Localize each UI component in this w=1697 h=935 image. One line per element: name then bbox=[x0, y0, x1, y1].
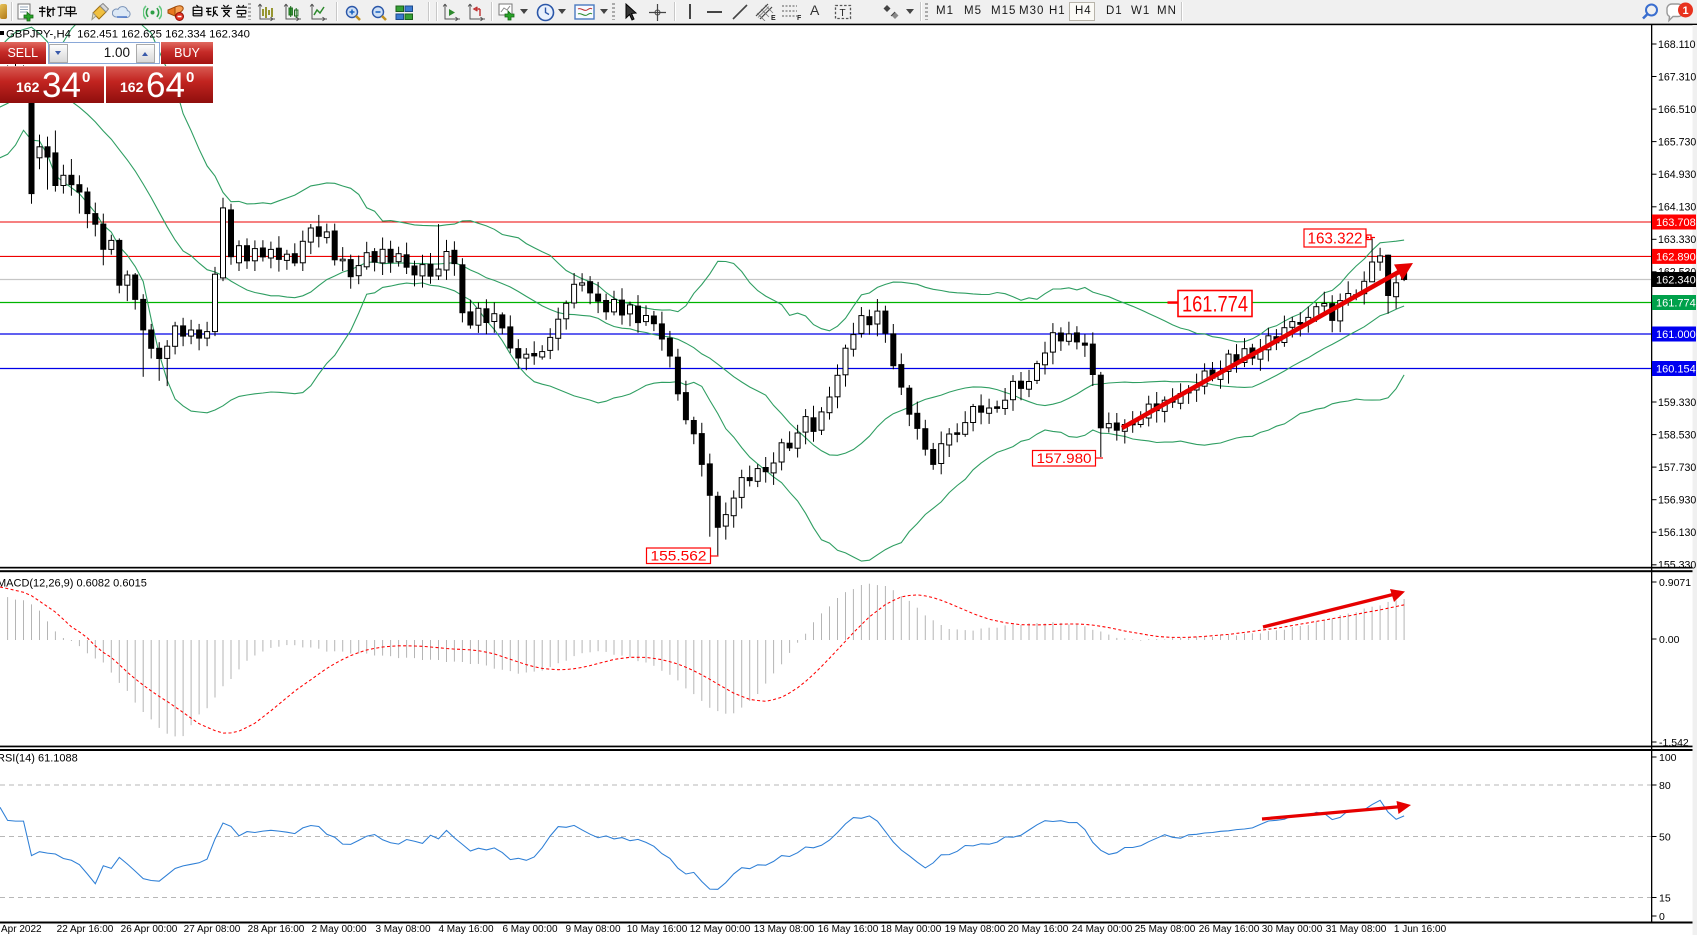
svg-text:167.310: 167.310 bbox=[1658, 71, 1696, 83]
svg-text:162.890: 162.890 bbox=[1656, 251, 1696, 263]
svg-text:13 May 08:00: 13 May 08:00 bbox=[754, 924, 815, 935]
svg-text:163.330: 163.330 bbox=[1658, 234, 1696, 246]
svg-text:0.00: 0.00 bbox=[1659, 634, 1680, 646]
svg-text:16 May 16:00: 16 May 16:00 bbox=[818, 924, 879, 935]
svg-text:25 May 08:00: 25 May 08:00 bbox=[1135, 924, 1196, 935]
svg-text:100: 100 bbox=[1659, 752, 1677, 764]
svg-text:2 May 00:00: 2 May 00:00 bbox=[311, 924, 366, 935]
svg-text:19 May 08:00: 19 May 08:00 bbox=[945, 924, 1006, 935]
svg-text:27 Apr 08:00: 27 Apr 08:00 bbox=[184, 924, 241, 935]
svg-text:166.510: 166.510 bbox=[1658, 104, 1696, 116]
svg-text:12 May 00:00: 12 May 00:00 bbox=[690, 924, 751, 935]
svg-text:162.340: 162.340 bbox=[1656, 275, 1696, 287]
svg-text:157.730: 157.730 bbox=[1658, 462, 1696, 474]
svg-text:161.774: 161.774 bbox=[1182, 291, 1248, 316]
svg-text:160.154: 160.154 bbox=[1656, 364, 1696, 376]
svg-text:168.110: 168.110 bbox=[1658, 39, 1696, 51]
svg-text:155.330: 155.330 bbox=[1658, 560, 1696, 572]
svg-text:31 May 08:00: 31 May 08:00 bbox=[1326, 924, 1387, 935]
svg-text:6 May 00:00: 6 May 00:00 bbox=[502, 924, 557, 935]
svg-text:161.000: 161.000 bbox=[1656, 329, 1696, 341]
svg-text:-1.542: -1.542 bbox=[1659, 737, 1689, 749]
svg-text:E: E bbox=[771, 15, 776, 21]
svg-text:163.708: 163.708 bbox=[1656, 217, 1696, 229]
svg-text:164.130: 164.130 bbox=[1658, 202, 1696, 214]
svg-text:Apr 2022: Apr 2022 bbox=[1, 924, 42, 935]
svg-text:24 May 00:00: 24 May 00:00 bbox=[1072, 924, 1133, 935]
svg-text:0.9071: 0.9071 bbox=[1659, 577, 1691, 589]
svg-text:3 May 08:00: 3 May 08:00 bbox=[375, 924, 430, 935]
svg-text:165.730: 165.730 bbox=[1658, 136, 1696, 148]
svg-text:18 May 00:00: 18 May 00:00 bbox=[881, 924, 942, 935]
svg-text:80: 80 bbox=[1659, 780, 1671, 792]
svg-text:0: 0 bbox=[1659, 911, 1665, 923]
svg-text:F: F bbox=[797, 15, 802, 21]
svg-text:20 May 16:00: 20 May 16:00 bbox=[1008, 924, 1069, 935]
svg-text:T: T bbox=[840, 8, 846, 19]
svg-text:159.330: 159.330 bbox=[1658, 397, 1696, 409]
svg-text:158.530: 158.530 bbox=[1658, 429, 1696, 441]
svg-text:30 May 00:00: 30 May 00:00 bbox=[1262, 924, 1323, 935]
svg-text:156.930: 156.930 bbox=[1658, 495, 1696, 507]
svg-text:50: 50 bbox=[1659, 831, 1671, 843]
svg-text:RSI(14) 61.1088: RSI(14) 61.1088 bbox=[0, 753, 78, 765]
svg-text:161.774: 161.774 bbox=[1656, 298, 1696, 310]
svg-text:1 Jun 16:00: 1 Jun 16:00 bbox=[1394, 924, 1447, 935]
svg-text:10 May 16:00: 10 May 16:00 bbox=[627, 924, 688, 935]
svg-text:26 May 16:00: 26 May 16:00 bbox=[1199, 924, 1260, 935]
svg-text:164.930: 164.930 bbox=[1658, 169, 1696, 181]
svg-text:MACD(12,26,9) 0.6082 0.6015: MACD(12,26,9) 0.6082 0.6015 bbox=[0, 578, 147, 590]
svg-text:1: 1 bbox=[1682, 5, 1688, 17]
svg-text:163.322: 163.322 bbox=[1308, 231, 1363, 248]
svg-text:157.980: 157.980 bbox=[1037, 450, 1092, 466]
svg-text:156.130: 156.130 bbox=[1658, 527, 1696, 539]
svg-text:4 May 16:00: 4 May 16:00 bbox=[438, 924, 493, 935]
svg-text:155.562: 155.562 bbox=[651, 548, 707, 564]
svg-text:26 Apr 00:00: 26 Apr 00:00 bbox=[121, 924, 178, 935]
svg-text:GBPJPY-,H4 162.451 162.625 16: GBPJPY-,H4 162.451 162.625 162.334 162.3… bbox=[6, 29, 250, 41]
svg-text:28 Apr 16:00: 28 Apr 16:00 bbox=[248, 924, 305, 935]
svg-text:15: 15 bbox=[1659, 892, 1671, 904]
svg-text:22 Apr 16:00: 22 Apr 16:00 bbox=[57, 924, 114, 935]
svg-text:9 May 08:00: 9 May 08:00 bbox=[565, 924, 620, 935]
